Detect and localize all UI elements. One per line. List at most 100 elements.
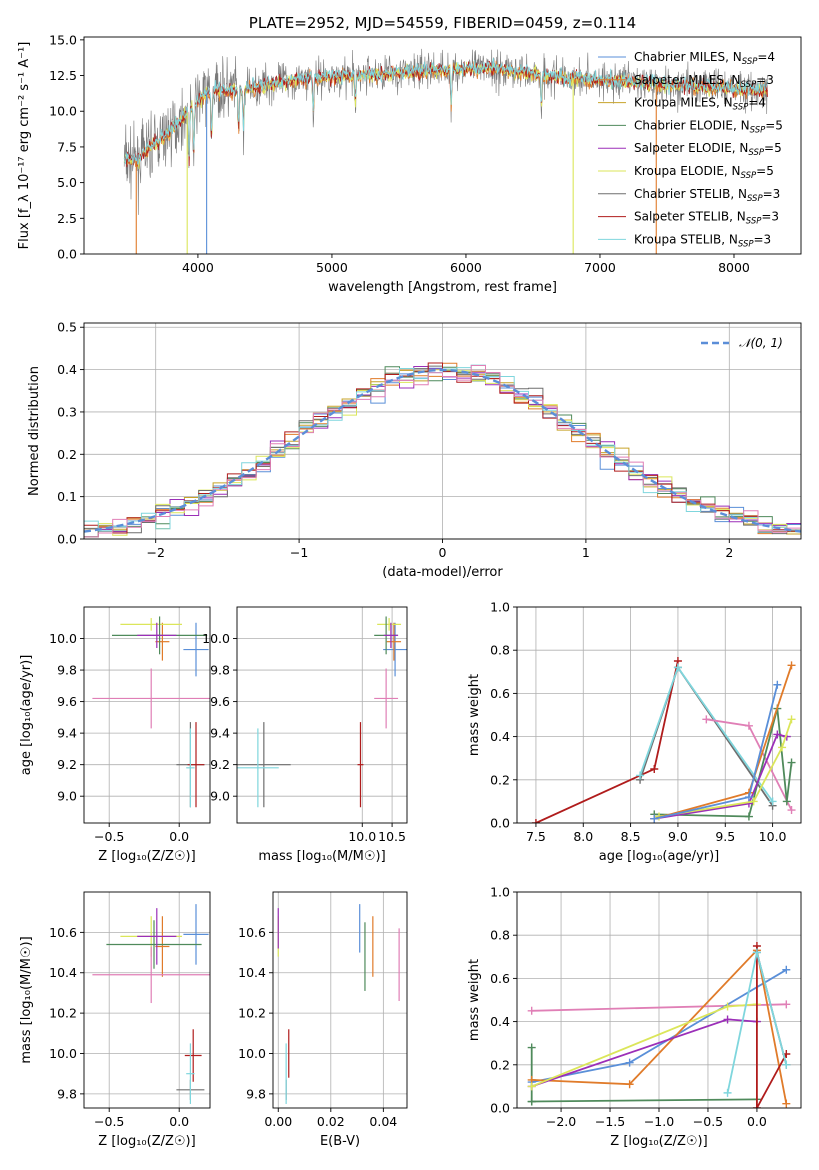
legend-label: Salpeter MILES, NSSP=3 xyxy=(634,73,774,90)
legend-label: Kroupa MILES, NSSP=4 xyxy=(634,96,766,113)
plot-area xyxy=(277,904,400,1104)
weight-marker xyxy=(636,771,645,780)
legend-label: Salpeter ELODIE, NSSP=5 xyxy=(634,141,782,158)
grid-lines xyxy=(237,607,407,823)
y-tick-label: 15.0 xyxy=(49,32,77,47)
weight-marker xyxy=(744,721,753,730)
y-axis-label: mass weight xyxy=(467,959,482,1041)
y-tick-label: 0.6 xyxy=(490,971,510,986)
x-tick-label: −1.5 xyxy=(595,1114,625,1129)
plot-area xyxy=(92,616,210,808)
y-tick-label: 10.0 xyxy=(202,631,230,646)
y-tick-label: 0.1 xyxy=(57,489,77,504)
legend-label: Chabrier MILES, NSSP=4 xyxy=(634,50,775,67)
x-tick-label: 6000 xyxy=(450,260,482,275)
x-tick-label: −2.0 xyxy=(546,1114,576,1129)
y-tick-label: 9.2 xyxy=(210,757,230,772)
gaussian-curve xyxy=(84,368,801,533)
plot-area xyxy=(237,616,407,808)
axes-frame xyxy=(272,891,408,1109)
axes-frame xyxy=(83,891,211,1109)
x-tick-label: 8000 xyxy=(718,260,750,275)
mass-vs-metallicity-panel: −0.5 0.0 9.8 10.0 10.2 10.4 10.6 Z [log₁₀(Z/Z☉)… xyxy=(19,891,211,1149)
weight-marker xyxy=(650,765,659,773)
y-tick-label: 9.8 xyxy=(57,1086,77,1101)
x-tick-label: 1 xyxy=(582,545,590,560)
y-tick-label: 5.0 xyxy=(57,175,77,190)
axes-frame xyxy=(83,36,802,255)
axes-frame xyxy=(83,322,802,540)
weight-marker xyxy=(782,965,791,974)
x-tick-label: 7000 xyxy=(584,260,616,275)
y-tick-label: 0.0 xyxy=(490,816,510,831)
y-tick-label: 9.2 xyxy=(57,757,77,772)
weight-marker xyxy=(778,743,787,752)
weight-series-line xyxy=(654,665,793,820)
x-axis-label: age [log₁₀(age/yr)] xyxy=(599,849,720,864)
y-tick-label: 7.5 xyxy=(57,139,77,154)
weight-marker xyxy=(527,1006,536,1015)
weight-marker xyxy=(787,758,796,767)
x-tick-label: −0.5 xyxy=(94,829,124,844)
x-tick-label: 9.5 xyxy=(715,829,735,844)
model-spectrum-line xyxy=(123,60,768,168)
y-tick-label: 0.2 xyxy=(57,447,77,462)
y-tick-label: 0.4 xyxy=(490,729,510,744)
y-tick-label: 10.2 xyxy=(238,1006,266,1021)
histogram-series xyxy=(84,365,801,539)
y-axis-label: mass [log₁₀(M/M☉)] xyxy=(19,936,34,1063)
weight-marker xyxy=(749,797,758,806)
y-tick-label: 10.0 xyxy=(238,1046,266,1061)
legend-label: 𝒩(0, 1) xyxy=(739,336,783,350)
weight-marker xyxy=(787,715,796,724)
x-tick-label: 0.02 xyxy=(317,1114,345,1129)
axes-frame xyxy=(236,606,408,824)
x-tick-label: −0.5 xyxy=(693,1114,723,1129)
weight-marker xyxy=(782,797,791,806)
weight-marker xyxy=(752,1104,761,1108)
weight-marker xyxy=(650,814,659,823)
chart-title: PLATE=2952, MJD=54559, FIBERID=0459, z=0… xyxy=(249,14,636,32)
weight-series-line xyxy=(531,948,788,1104)
x-axis-label: Z [log₁₀(Z/Z☉)] xyxy=(98,1134,195,1149)
y-axis-label: mass weight xyxy=(467,674,482,756)
y-tick-label: 2.5 xyxy=(57,211,77,226)
x-tick-label: −0.5 xyxy=(94,1114,124,1129)
x-tick-label: 8.0 xyxy=(573,829,593,844)
y-tick-label: 10.6 xyxy=(49,925,77,940)
weight-marker xyxy=(527,1043,536,1052)
x-tick-label: 10.0 xyxy=(348,829,376,844)
model-spectrum-line xyxy=(123,58,768,165)
y-tick-label: 0.8 xyxy=(490,928,510,943)
x-tick-label: −1 xyxy=(290,545,308,560)
weight-marker xyxy=(723,1088,732,1097)
weight-marker xyxy=(787,806,796,815)
y-axis-label: Normed distribution xyxy=(27,366,42,496)
x-tick-label: 5000 xyxy=(316,260,348,275)
legend-label: Chabrier STELIB, NSSP=3 xyxy=(634,187,780,204)
grid-lines xyxy=(84,323,801,540)
y-tick-label: 0.4 xyxy=(490,1014,510,1029)
y-tick-label: 0.3 xyxy=(57,404,77,419)
x-tick-label: 4000 xyxy=(182,260,214,275)
plot-area xyxy=(123,48,768,254)
y-tick-label: 9.0 xyxy=(210,789,230,804)
weight-marker xyxy=(723,1002,732,1011)
y-tick-label: 10.4 xyxy=(238,965,266,980)
legend-label: Salpeter STELIB, NSSP=3 xyxy=(634,210,779,227)
weight-marker xyxy=(723,1015,732,1024)
y-tick-label: 9.8 xyxy=(210,663,230,678)
x-axis-label: E(B-V) xyxy=(320,1134,360,1149)
x-axis-label: wavelength [Angstrom, rest frame] xyxy=(328,280,557,295)
y-tick-label: 1.0 xyxy=(490,600,510,615)
x-tick-label: 2 xyxy=(725,545,733,560)
x-axis-label: (data-model)/error xyxy=(382,565,503,580)
y-tick-label: 9.8 xyxy=(57,663,77,678)
plot-area xyxy=(84,362,801,539)
spectrum-legend: Chabrier MILES, NSSP=4 Salpeter MILES, NS… xyxy=(598,50,783,249)
weight-marker xyxy=(702,715,711,724)
plot-area xyxy=(92,904,210,1104)
x-axis-label: Z [log₁₀(Z/Z☉)] xyxy=(610,1134,707,1149)
y-tick-label: 0.0 xyxy=(57,247,77,262)
legend-label: Kroupa STELIB, NSSP=3 xyxy=(634,232,771,249)
